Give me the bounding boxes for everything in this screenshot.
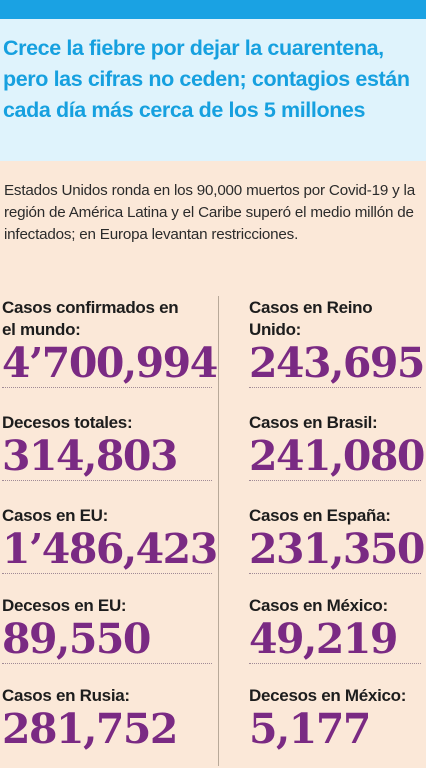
top-color-bar <box>0 0 426 19</box>
headline: Crece la fiebre por dejar la cuarentena,… <box>3 36 410 122</box>
stat-casos-brasil: Casos en Brasil: 241,080 <box>249 412 425 481</box>
stat-label: Casos en México: <box>249 596 388 615</box>
dotted-separator <box>249 387 421 388</box>
stat-casos-espana: Casos en España: 231,350 <box>249 505 425 574</box>
stat-casos-mexico: Casos en México: 49,219 <box>249 595 421 664</box>
dotted-separator <box>249 663 421 664</box>
stat-label: Decesos en EU: <box>2 596 127 615</box>
dotted-separator <box>2 573 212 574</box>
stat-decesos-totales: Decesos totales: 314,803 <box>2 412 212 481</box>
dotted-separator <box>2 480 212 481</box>
stat-value: 5,177 <box>249 705 371 753</box>
stat-label: Casos en Rusia: <box>2 686 130 705</box>
stat-decesos-eu: Decesos en EU: 89,550 <box>2 595 212 664</box>
stat-casos-mundo: Casos confirmados en el mundo: 4’700,994 <box>2 297 218 388</box>
stat-value: 281,752 <box>2 705 178 753</box>
deck-summary: Estados Unidos ronda en los 90,000 muert… <box>4 182 415 243</box>
column-divider <box>218 296 219 766</box>
stat-value: 1’486,423 <box>2 525 218 573</box>
dotted-separator <box>2 387 212 388</box>
stat-label: Decesos en México: <box>249 686 407 705</box>
stat-decesos-mexico: Decesos en México: 5,177 <box>249 685 421 751</box>
stat-label: Casos en EU: <box>2 506 108 525</box>
stat-casos-eu: Casos en EU: 1’486,423 <box>2 505 218 574</box>
stat-value: 314,803 <box>2 432 178 480</box>
dotted-separator <box>249 480 421 481</box>
stat-casos-rusia: Casos en Rusia: 281,752 <box>2 685 212 751</box>
stat-label: Decesos totales: <box>2 413 133 432</box>
stat-value: 89,550 <box>2 615 151 663</box>
dotted-separator <box>249 573 421 574</box>
stat-value: 243,695 <box>249 339 425 387</box>
stat-value: 231,350 <box>249 525 425 573</box>
stat-casos-reino-unido: Casos en Reino Unido: 243,695 <box>249 297 425 388</box>
stat-label: Casos confirmados en el mundo: <box>2 298 179 339</box>
stat-label: Casos en Brasil: <box>249 413 378 432</box>
stat-value: 49,219 <box>249 615 398 663</box>
stat-value: 241,080 <box>249 432 425 480</box>
headline-panel <box>0 19 426 161</box>
dotted-separator <box>2 663 212 664</box>
stat-label: Casos en Reino Unido: <box>249 298 373 339</box>
stat-label: Casos en España: <box>249 506 391 525</box>
stat-value: 4’700,994 <box>2 339 218 387</box>
